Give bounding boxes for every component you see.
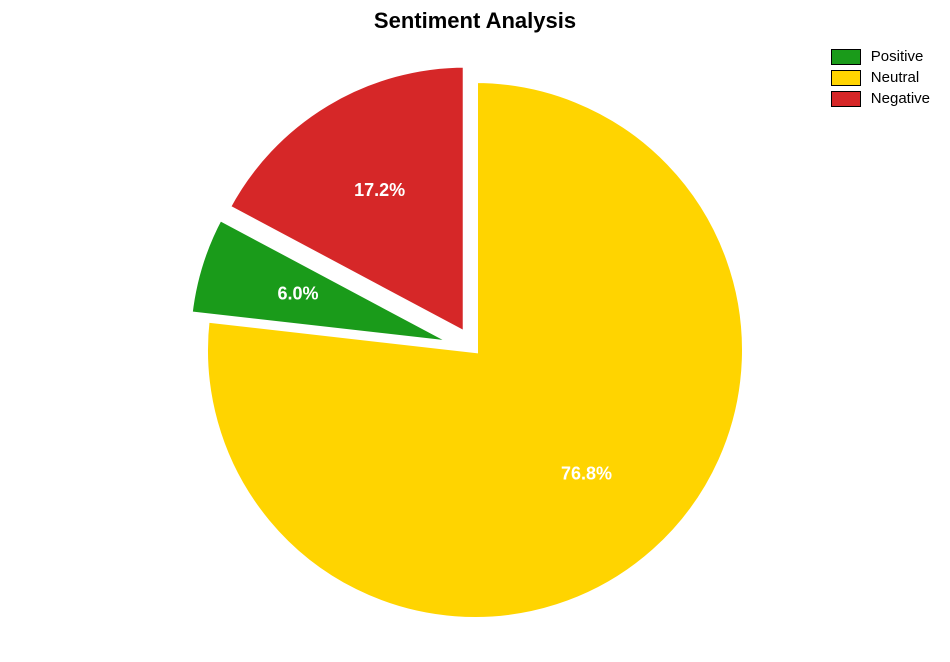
legend-item: Negative [831, 90, 930, 107]
legend-label: Negative [871, 90, 930, 107]
legend-item: Positive [831, 48, 930, 65]
pie-chart: 76.8% 6.0% 17.2% [175, 50, 775, 650]
legend-swatch [831, 70, 861, 86]
legend-item: Neutral [831, 69, 930, 86]
legend-label: Neutral [871, 69, 919, 86]
legend: Positive Neutral Negative [831, 48, 930, 111]
chart-title: Sentiment Analysis [0, 8, 950, 34]
pie-slice-label: 17.2% [354, 180, 405, 200]
legend-swatch [831, 91, 861, 107]
pie-slice-label: 76.8% [561, 464, 612, 484]
legend-label: Positive [871, 48, 924, 65]
pie-slice-label: 6.0% [277, 284, 318, 304]
legend-swatch [831, 49, 861, 65]
